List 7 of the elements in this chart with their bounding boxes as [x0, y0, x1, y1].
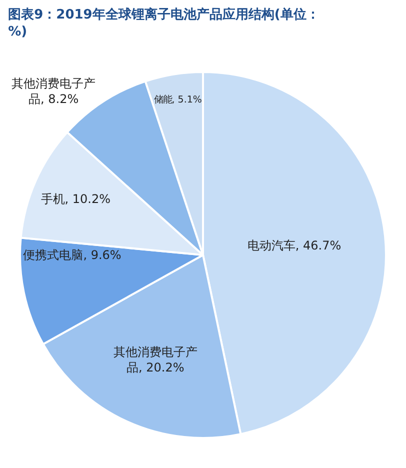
slice-label: 电动汽车, 46.7% — [247, 238, 342, 253]
slice-label: 其他消费电子产品, 8.2% — [12, 76, 96, 106]
slice-label: 便携式电脑, 9.6% — [23, 248, 122, 262]
slice-label: 手机, 10.2% — [40, 192, 111, 206]
chart-title: 图表9：2019年全球锂离子电池产品应用结构(单位：%) — [8, 6, 320, 40]
slice-label: 其他消费电子产品, 20.2% — [113, 344, 198, 374]
slice-label: 储能, 5.1% — [154, 94, 202, 106]
